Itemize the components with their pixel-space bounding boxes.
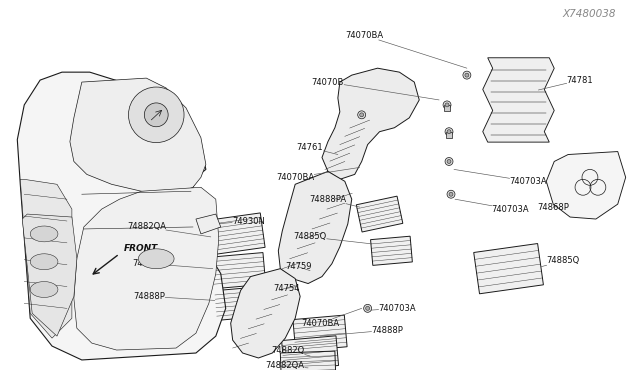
Circle shape [463,71,471,79]
Text: 74885Q: 74885Q [294,232,372,244]
Polygon shape [371,236,412,265]
Text: 740703A: 740703A [454,169,547,186]
Circle shape [445,157,453,166]
Circle shape [447,190,455,198]
Text: 74888P: 74888P [133,292,215,301]
Polygon shape [138,249,174,269]
Circle shape [465,73,469,77]
Polygon shape [293,315,347,351]
Text: 74070BA: 74070BA [276,167,360,182]
Text: FRONT: FRONT [124,244,157,253]
Text: 74882Q: 74882Q [271,346,310,356]
Circle shape [145,103,168,127]
Polygon shape [22,214,77,336]
Circle shape [443,101,451,109]
Polygon shape [30,282,58,298]
Text: 74882QA: 74882QA [266,362,308,371]
Polygon shape [322,68,419,179]
Circle shape [447,130,451,134]
Text: 74070B: 74070B [312,78,439,100]
Polygon shape [230,269,300,358]
Polygon shape [70,78,206,194]
Polygon shape [446,132,452,138]
Text: 74888P: 74888P [320,326,403,336]
Text: 74868P: 74868P [538,203,569,212]
Circle shape [364,304,372,312]
Polygon shape [444,105,450,111]
Circle shape [445,128,453,136]
Text: 74754: 74754 [273,284,300,293]
Polygon shape [280,351,336,372]
Text: 74759: 74759 [285,262,312,271]
Polygon shape [214,286,267,320]
Text: 74761: 74761 [297,143,338,154]
Circle shape [447,160,451,163]
Text: 74070BA: 74070BA [301,308,362,328]
Text: 74885Q: 74885Q [541,256,580,267]
Polygon shape [282,336,339,370]
Polygon shape [74,187,219,350]
Text: 74882QA: 74882QA [127,222,211,237]
Circle shape [358,111,365,119]
Circle shape [360,113,364,117]
Polygon shape [474,244,543,294]
Text: 74070BA: 74070BA [346,31,467,68]
Polygon shape [356,196,403,232]
Polygon shape [196,214,221,234]
Polygon shape [30,254,58,270]
Text: 74882Q: 74882Q [132,259,213,269]
Polygon shape [30,226,58,242]
Circle shape [365,307,370,310]
Text: 74888PA: 74888PA [309,195,360,207]
Polygon shape [206,213,265,255]
Polygon shape [278,171,352,283]
Circle shape [129,87,184,142]
Text: 74781: 74781 [538,76,593,90]
Polygon shape [547,151,626,219]
Polygon shape [20,179,72,338]
Polygon shape [483,58,554,142]
Circle shape [449,192,453,196]
Text: 740703A: 740703A [455,199,529,214]
Circle shape [445,103,449,107]
Text: X7480038: X7480038 [563,9,616,19]
Polygon shape [17,72,226,360]
Text: 740703A: 740703A [367,304,416,313]
Text: 74930N: 74930N [216,217,265,225]
Polygon shape [212,253,266,289]
